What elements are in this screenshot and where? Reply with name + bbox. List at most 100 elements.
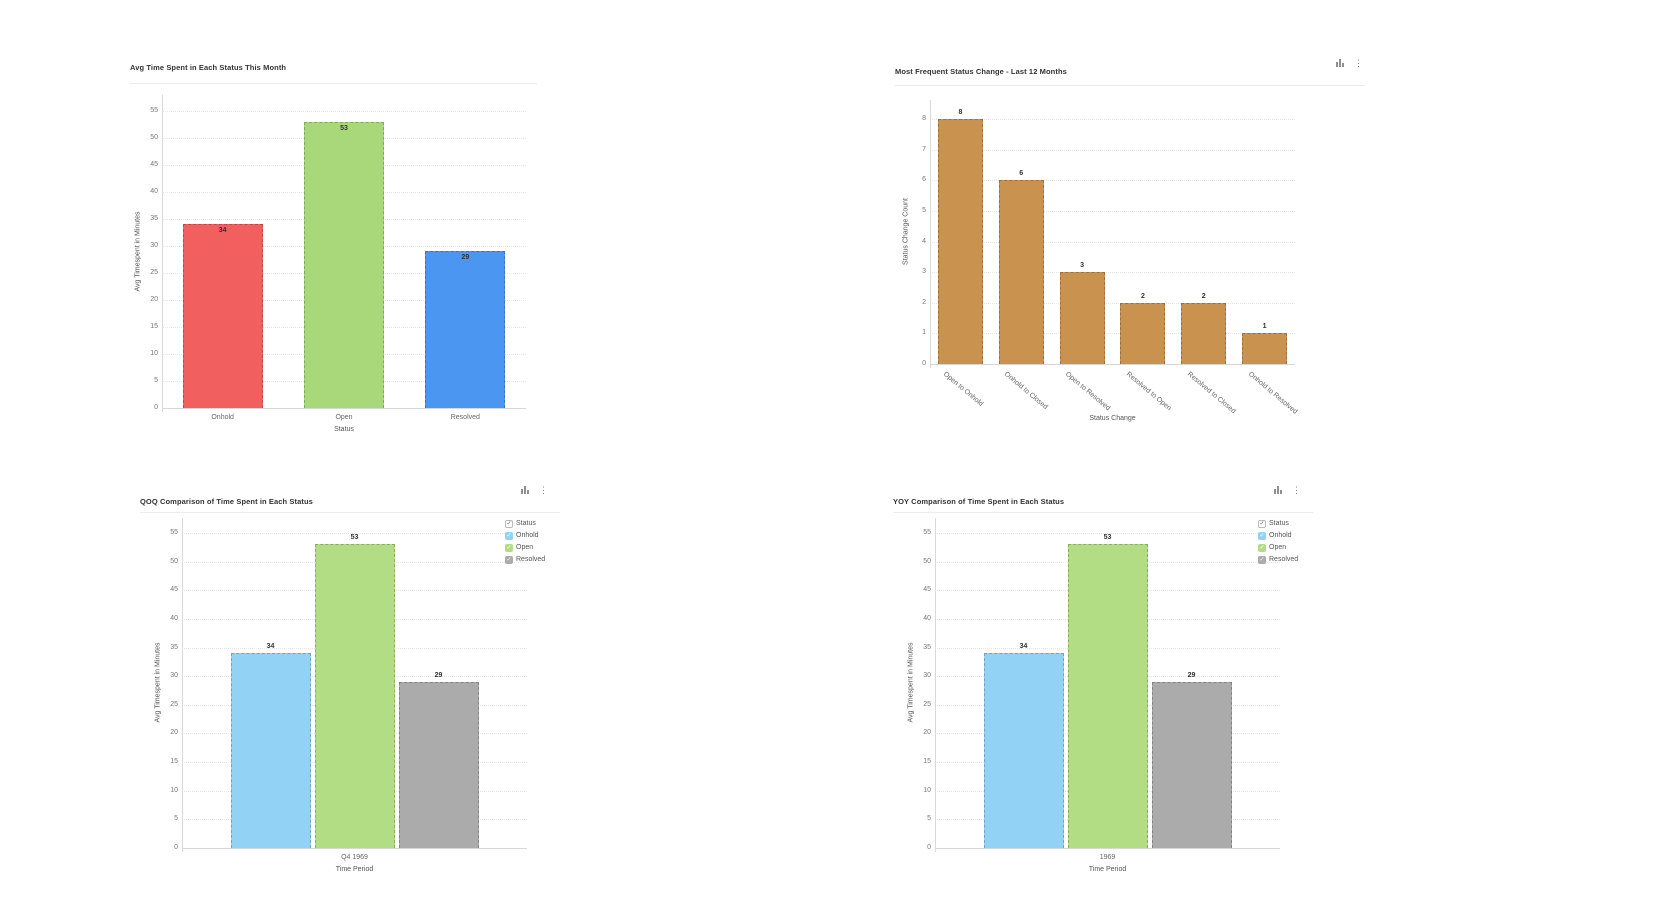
- y-tick-label: 20: [150, 296, 158, 303]
- y-tick-label: 15: [923, 758, 931, 766]
- y-axis-line: [930, 100, 931, 368]
- chart-panel-qoq-comparison: ⋮ QOQ Comparison of Time Spent in Each S…: [140, 460, 560, 900]
- x-category-label: Open to Resolved: [1063, 370, 1112, 413]
- bar-value-label: 34: [266, 643, 275, 651]
- bar-value-label: 29: [434, 671, 443, 679]
- y-tick-label: 40: [170, 614, 178, 622]
- y-tick-label: 55: [923, 529, 931, 536]
- bar[interactable]: [1067, 544, 1148, 848]
- bar[interactable]: [182, 224, 263, 408]
- y-tick-label: 25: [170, 700, 178, 708]
- legend-status-checkbox[interactable]: ✓: [505, 520, 513, 528]
- y-tick-label: 20: [170, 729, 178, 737]
- bar[interactable]: [998, 180, 1044, 364]
- y-tick-label: 15: [170, 758, 178, 766]
- bar-value-label: 53: [340, 124, 348, 132]
- bar[interactable]: [1059, 272, 1105, 364]
- y-axis-line: [162, 95, 163, 412]
- title-divider: [130, 83, 537, 84]
- y-tick-label: 20: [923, 729, 931, 737]
- x-category-label: Resolved: [450, 414, 480, 421]
- y-tick-label: 0: [174, 844, 178, 851]
- chart-legend: ✓ Status ✓ Onhold ✓ Open ✓ Resolved: [505, 520, 545, 568]
- bar[interactable]: [230, 653, 311, 848]
- bar-value-label: 29: [1187, 671, 1196, 679]
- y-tick-label: 4: [922, 237, 926, 245]
- gridline: [930, 210, 1295, 212]
- bar[interactable]: [1151, 681, 1232, 848]
- y-tick-label: 30: [170, 672, 178, 680]
- legend-item[interactable]: ✓ Resolved: [505, 556, 545, 564]
- bar[interactable]: [1181, 302, 1227, 364]
- y-tick-label: 10: [923, 786, 931, 794]
- gridline: [935, 533, 1280, 534]
- y-axis-line: [182, 518, 183, 852]
- y-tick-label: 35: [150, 215, 158, 222]
- bar[interactable]: [937, 119, 983, 364]
- legend-item-label: Open: [516, 544, 534, 551]
- y-tick-label: 5: [174, 815, 178, 823]
- legend-item-checkbox[interactable]: ✓: [1258, 532, 1266, 540]
- legend-item-checkbox[interactable]: ✓: [505, 556, 513, 564]
- chart-toolbar: ⋮: [1273, 485, 1301, 495]
- x-category-label: 1969: [1099, 854, 1116, 861]
- bar-value-label: 8: [958, 109, 963, 116]
- legend-item-checkbox[interactable]: ✓: [1258, 556, 1266, 564]
- legend-status-checkbox[interactable]: ✓: [1258, 520, 1266, 528]
- bar-chart-icon[interactable]: [520, 485, 530, 495]
- gridline: [935, 848, 1280, 849]
- bar[interactable]: [425, 251, 506, 408]
- bar[interactable]: [983, 653, 1064, 848]
- bar-value-label: 34: [218, 227, 227, 235]
- legend-item[interactable]: ✓ Open: [505, 544, 545, 552]
- legend-item[interactable]: ✓ Onhold: [505, 532, 545, 540]
- chart-toolbar: ⋮: [1335, 58, 1363, 68]
- bar[interactable]: [314, 544, 395, 848]
- legend-item-checkbox[interactable]: ✓: [505, 532, 513, 540]
- y-tick-label: 50: [923, 557, 931, 565]
- y-tick-label: 5: [927, 815, 931, 823]
- y-tick-label: 30: [923, 672, 931, 680]
- legend-item[interactable]: ✓ Resolved: [1258, 556, 1298, 564]
- plot-area: 0 1 2 3 4 5 6 7 8 8 6 3 2 2 1 Open to Onhold Onhold to C…: [922, 100, 1298, 416]
- gridline: [930, 119, 1295, 120]
- legend-item-checkbox[interactable]: ✓: [505, 544, 513, 552]
- y-tick-label: 5: [154, 377, 158, 384]
- x-category-label: Onhold to Resolved: [1246, 370, 1299, 416]
- chart-panel-avg-time-this-month: ⋮ Avg Time Spent in Each Status This Mon…: [130, 55, 537, 485]
- bar-chart-icon[interactable]: [1273, 485, 1283, 495]
- legend-item[interactable]: ✓ Open: [1258, 544, 1298, 552]
- bar[interactable]: [1242, 333, 1288, 364]
- x-category-label: Onhold: [211, 414, 234, 421]
- y-tick-label: 50: [150, 134, 158, 141]
- gridline: [930, 149, 1295, 151]
- gridline: [162, 408, 526, 409]
- y-tick-label: 6: [922, 176, 926, 184]
- y-tick-label: 7: [922, 145, 926, 153]
- x-category-label: Open to Onhold: [942, 370, 985, 408]
- gridline: [930, 333, 1295, 335]
- chart-title: Avg Time Spent in Each Status This Month: [130, 63, 287, 72]
- y-tick-label: 0: [154, 404, 158, 411]
- bar[interactable]: [398, 681, 479, 848]
- legend-item-checkbox[interactable]: ✓: [1258, 544, 1266, 552]
- x-axis-title: Time Period: [335, 866, 374, 873]
- kebab-menu-icon[interactable]: ⋮: [1354, 57, 1363, 68]
- kebab-menu-icon[interactable]: ⋮: [1292, 484, 1301, 495]
- bar-value-label: 1: [1262, 323, 1267, 331]
- chart-legend: ✓ Status ✓ Onhold ✓ Open ✓ Resolved: [1258, 520, 1298, 568]
- bar-chart-icon[interactable]: [1335, 58, 1345, 68]
- kebab-menu-icon[interactable]: ⋮: [539, 484, 548, 495]
- chart-toolbar: ⋮: [520, 485, 548, 495]
- y-tick-label: 25: [150, 269, 158, 276]
- bar[interactable]: [304, 121, 384, 408]
- gridline: [930, 364, 1295, 365]
- bar-value-label: 6: [1019, 170, 1024, 178]
- gridline: [930, 241, 1295, 243]
- legend-item[interactable]: ✓ Onhold: [1258, 532, 1298, 540]
- legend-item-label: Open: [1269, 544, 1287, 551]
- bar[interactable]: [1120, 302, 1166, 364]
- bar-value-label: 53: [350, 534, 359, 542]
- gridline: [930, 272, 1295, 274]
- y-tick-label: 2: [922, 298, 926, 306]
